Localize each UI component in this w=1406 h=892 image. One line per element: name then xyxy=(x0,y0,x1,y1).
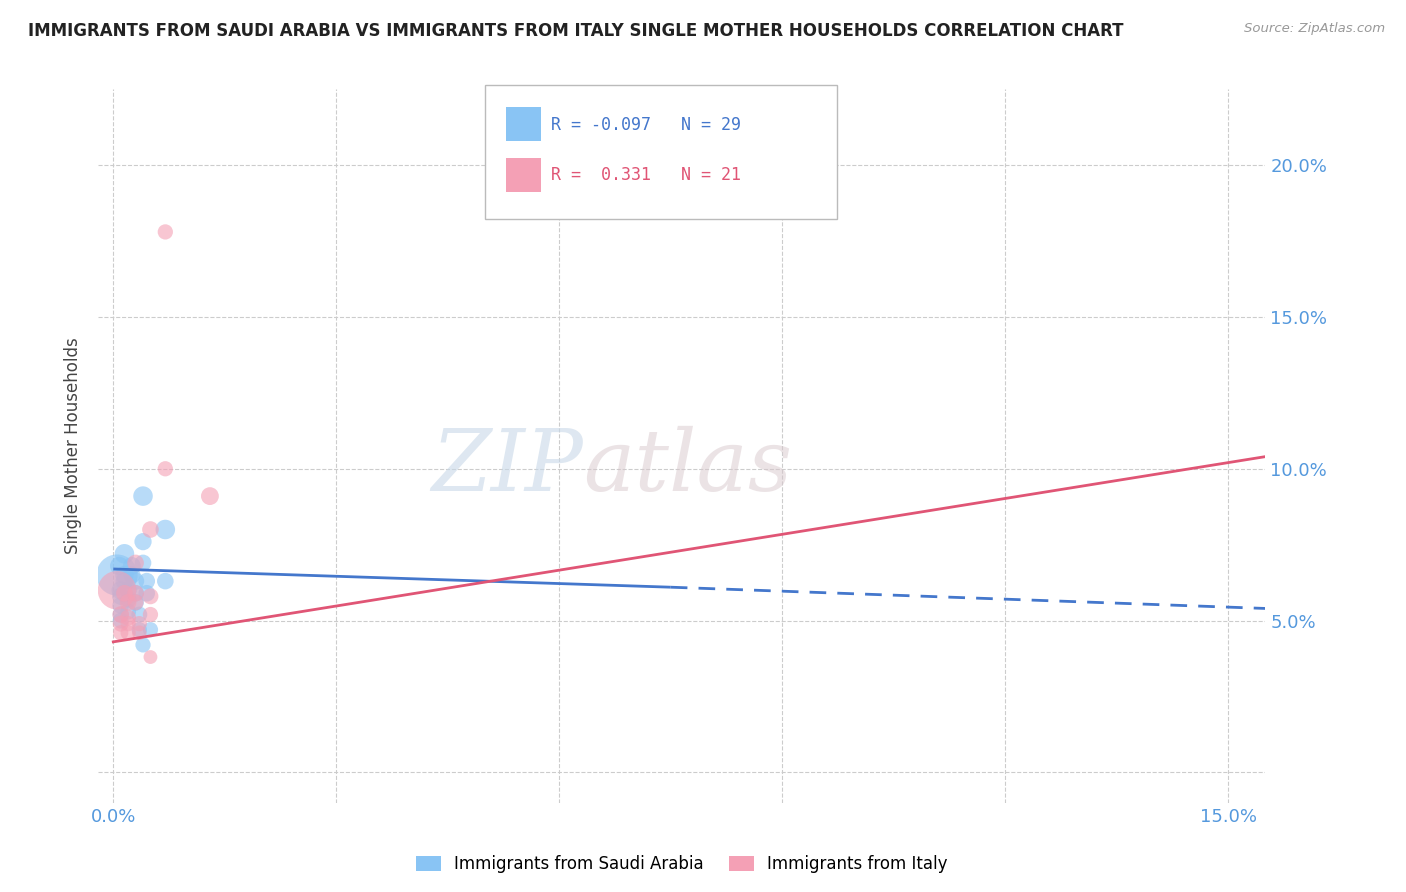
Text: R =  0.331   N = 21: R = 0.331 N = 21 xyxy=(551,166,741,184)
Text: R = -0.097   N = 29: R = -0.097 N = 29 xyxy=(551,116,741,134)
Text: atlas: atlas xyxy=(582,426,792,508)
Point xyxy=(121,558,143,573)
Point xyxy=(114,568,136,582)
Point xyxy=(110,590,132,604)
Point xyxy=(117,610,139,624)
Text: Source: ZipAtlas.com: Source: ZipAtlas.com xyxy=(1244,22,1385,36)
Text: IMMIGRANTS FROM SAUDI ARABIA VS IMMIGRANTS FROM ITALY SINGLE MOTHER HOUSEHOLDS C: IMMIGRANTS FROM SAUDI ARABIA VS IMMIGRAN… xyxy=(28,22,1123,40)
Point xyxy=(139,590,162,604)
Point xyxy=(117,592,139,607)
Point xyxy=(124,595,146,609)
Point xyxy=(110,616,132,631)
Y-axis label: Single Mother Households: Single Mother Households xyxy=(65,338,83,554)
Point xyxy=(105,583,128,598)
Point xyxy=(139,623,162,637)
Point xyxy=(155,574,177,588)
Point xyxy=(139,650,162,665)
Point xyxy=(114,586,136,600)
Point xyxy=(198,489,221,503)
Point xyxy=(155,462,177,476)
Point xyxy=(139,523,162,537)
Point xyxy=(117,605,139,619)
Point xyxy=(128,616,150,631)
Point xyxy=(110,607,132,622)
Point xyxy=(128,625,150,640)
Point xyxy=(110,625,132,640)
Point xyxy=(124,586,146,600)
Point xyxy=(124,595,146,609)
Point xyxy=(110,599,132,613)
Point xyxy=(139,607,162,622)
Point xyxy=(132,534,155,549)
Point xyxy=(135,574,157,588)
Point xyxy=(132,556,155,570)
Point xyxy=(128,623,150,637)
Point xyxy=(117,583,139,598)
Point xyxy=(128,607,150,622)
Point xyxy=(132,638,155,652)
Point xyxy=(124,556,146,570)
Point xyxy=(132,489,155,503)
Point xyxy=(117,595,139,609)
Point xyxy=(114,574,136,588)
Point xyxy=(110,607,132,622)
Point xyxy=(155,523,177,537)
Point xyxy=(110,583,132,598)
Point xyxy=(117,625,139,640)
Point xyxy=(105,568,128,582)
Point xyxy=(114,547,136,561)
Point xyxy=(110,614,132,628)
Point xyxy=(124,574,146,588)
Text: ZIP: ZIP xyxy=(430,426,582,508)
Point xyxy=(155,225,177,239)
Legend: Immigrants from Saudi Arabia, Immigrants from Italy: Immigrants from Saudi Arabia, Immigrants… xyxy=(409,849,955,880)
Point xyxy=(135,586,157,600)
Point xyxy=(108,558,131,573)
Point xyxy=(117,616,139,631)
Point xyxy=(124,586,146,600)
Point xyxy=(121,568,143,582)
